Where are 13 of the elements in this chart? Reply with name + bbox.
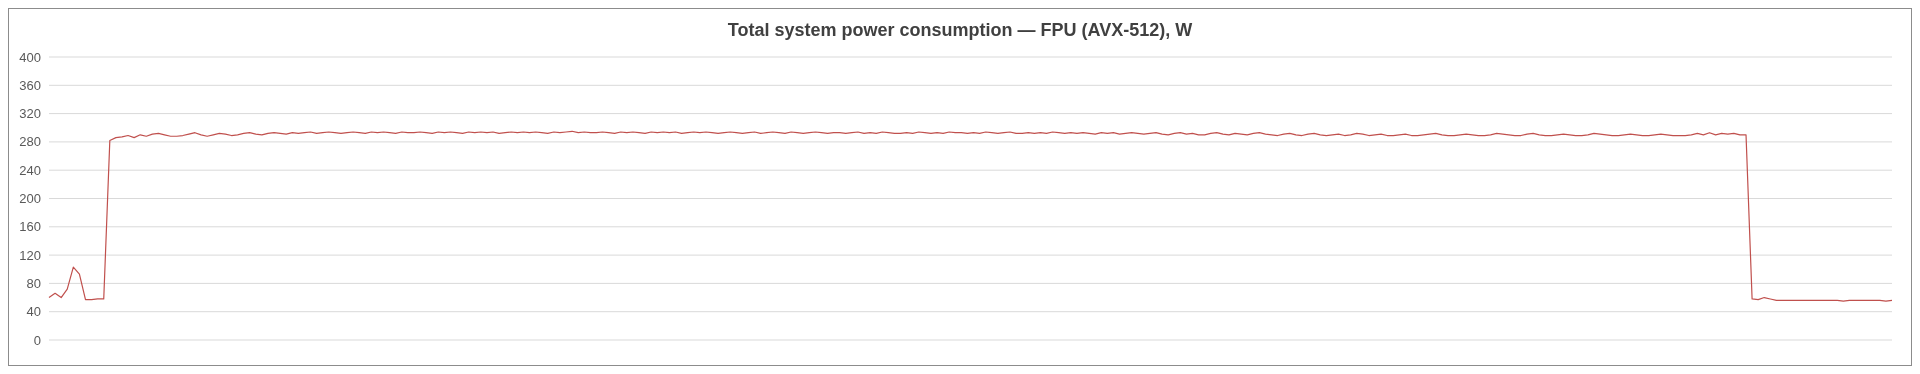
y-tick-label: 160 <box>19 219 41 235</box>
y-tick-label: 200 <box>19 191 41 207</box>
y-tick-label: 320 <box>19 106 41 122</box>
chart-title: Total system power consumption — FPU (AVX-512), W <box>727 20 1193 40</box>
y-tick-label: 80 <box>26 275 41 291</box>
y-tick-label: 120 <box>19 247 41 263</box>
y-tick-label: 0 <box>33 332 41 348</box>
y-tick-label: 400 <box>19 49 41 65</box>
line-series <box>48 130 1893 302</box>
y-tick-label: 240 <box>19 162 41 178</box>
y-tick-label: 280 <box>19 134 41 150</box>
y-tick-label: 40 <box>26 304 41 320</box>
y-tick-label: 360 <box>19 77 41 93</box>
